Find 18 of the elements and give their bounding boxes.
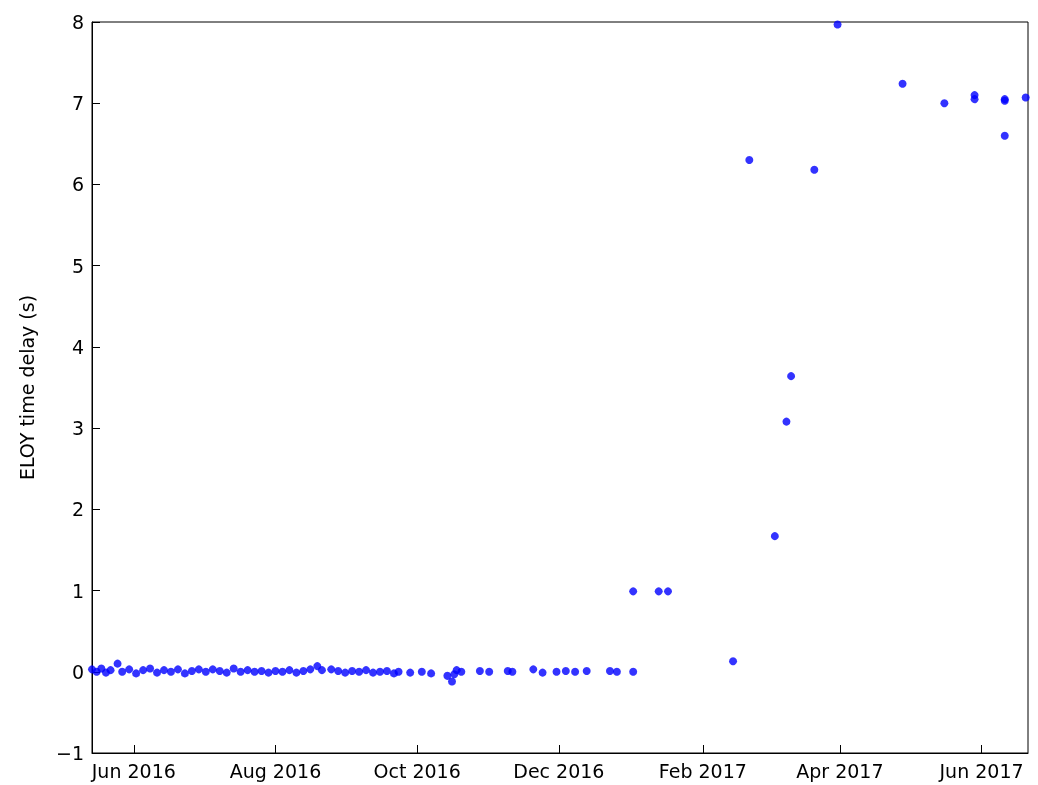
y-tick-label: 5 xyxy=(71,254,84,277)
y-axis-title: ELOY time delay (s) xyxy=(15,294,38,481)
y-tick-label: 3 xyxy=(71,417,84,440)
x-tick-label: Apr 2017 xyxy=(796,759,884,782)
x-tick-label: Dec 2016 xyxy=(513,759,605,782)
y-tick-label: −1 xyxy=(55,742,84,764)
x-tick-label: Jun 2016 xyxy=(90,759,176,782)
y-tick-label: 4 xyxy=(71,335,84,358)
y-tick-label: 6 xyxy=(71,173,84,196)
x-tick-label: Feb 2017 xyxy=(658,759,747,782)
x-tick-label: Aug 2016 xyxy=(229,759,322,782)
y-tick-label: 1 xyxy=(71,579,84,602)
y-tick-label: 7 xyxy=(71,92,84,115)
y-tick-label: 8 xyxy=(71,11,84,33)
x-tick-label: Jun 2017 xyxy=(938,759,1024,782)
y-tick-label: 2 xyxy=(71,498,84,521)
y-tick-label: 0 xyxy=(71,660,84,683)
x-tick-label: Oct 2016 xyxy=(373,759,461,782)
